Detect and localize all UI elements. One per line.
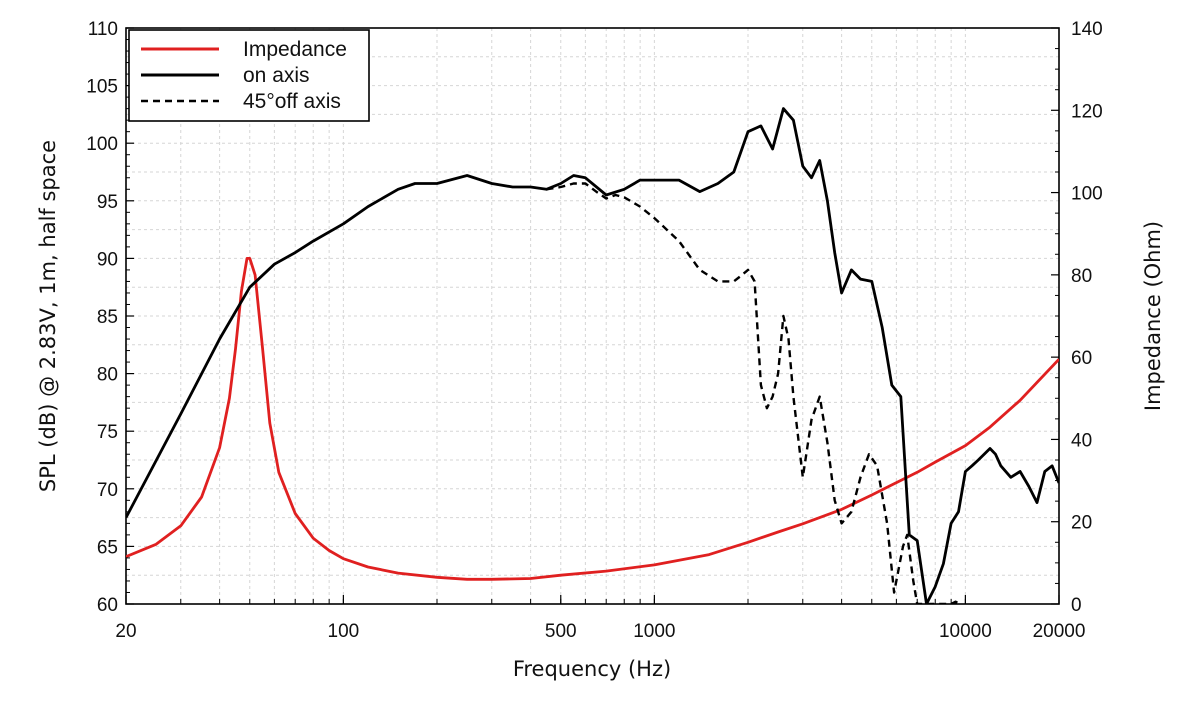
x-tick-label: 20000 bbox=[1033, 621, 1086, 642]
y2-tick-label: 20 bbox=[1071, 513, 1092, 534]
legend: Impedance on axis 45°off axis bbox=[128, 29, 370, 122]
y-tick-label: 70 bbox=[97, 480, 118, 501]
y-tick-label: 75 bbox=[97, 422, 118, 443]
y2-axis-title: Impedance (Ohm) bbox=[1141, 221, 1165, 411]
y2-tick-label: 40 bbox=[1071, 430, 1092, 451]
x-tick-label: 10000 bbox=[939, 621, 992, 642]
y-tick-label: 105 bbox=[86, 77, 118, 98]
series-layer bbox=[126, 107, 1059, 604]
x-tick-label: 100 bbox=[328, 621, 360, 642]
y2-tick-label: 60 bbox=[1071, 348, 1092, 369]
y-tick-label: 95 bbox=[97, 192, 118, 213]
y-tick-label: 65 bbox=[97, 537, 118, 558]
legend-label-impedance: Impedance bbox=[243, 38, 347, 61]
series-line-impedance bbox=[126, 256, 1059, 581]
y-tick-label: 100 bbox=[86, 134, 118, 155]
x-tick-label: 20 bbox=[115, 621, 136, 642]
y-tick-label: 85 bbox=[97, 307, 118, 328]
series-line-45-off-axis bbox=[546, 182, 961, 604]
legend-label-off-axis: 45°off axis bbox=[243, 90, 341, 113]
y2-tick-label: 140 bbox=[1071, 19, 1103, 40]
y2-tick-label: 120 bbox=[1071, 101, 1103, 122]
x-axis-title: Frequency (Hz) bbox=[513, 657, 671, 681]
y2-tick-label: 80 bbox=[1071, 266, 1092, 287]
axes: 60 65 70 75 80 85 90 95 100 105 110 0 20 40 60 80 100 120… bbox=[86, 19, 1102, 642]
legend-box bbox=[128, 29, 370, 122]
series-line-on-axis bbox=[126, 107, 1059, 604]
x-tick-label: 500 bbox=[545, 621, 577, 642]
legend-label-on-axis: on axis bbox=[243, 64, 310, 87]
y-tick-label: 110 bbox=[88, 19, 118, 40]
y-tick-label: 80 bbox=[97, 365, 118, 386]
y-axis-title: SPL (dB) @ 2.83V, 1m, half space bbox=[36, 140, 60, 492]
y-tick-label: 90 bbox=[97, 249, 118, 270]
y2-tick-label: 100 bbox=[1071, 184, 1103, 205]
x-tick-label: 1000 bbox=[633, 621, 675, 642]
y2-tick-label: 0 bbox=[1071, 595, 1082, 616]
y-tick-label: 60 bbox=[97, 595, 118, 616]
